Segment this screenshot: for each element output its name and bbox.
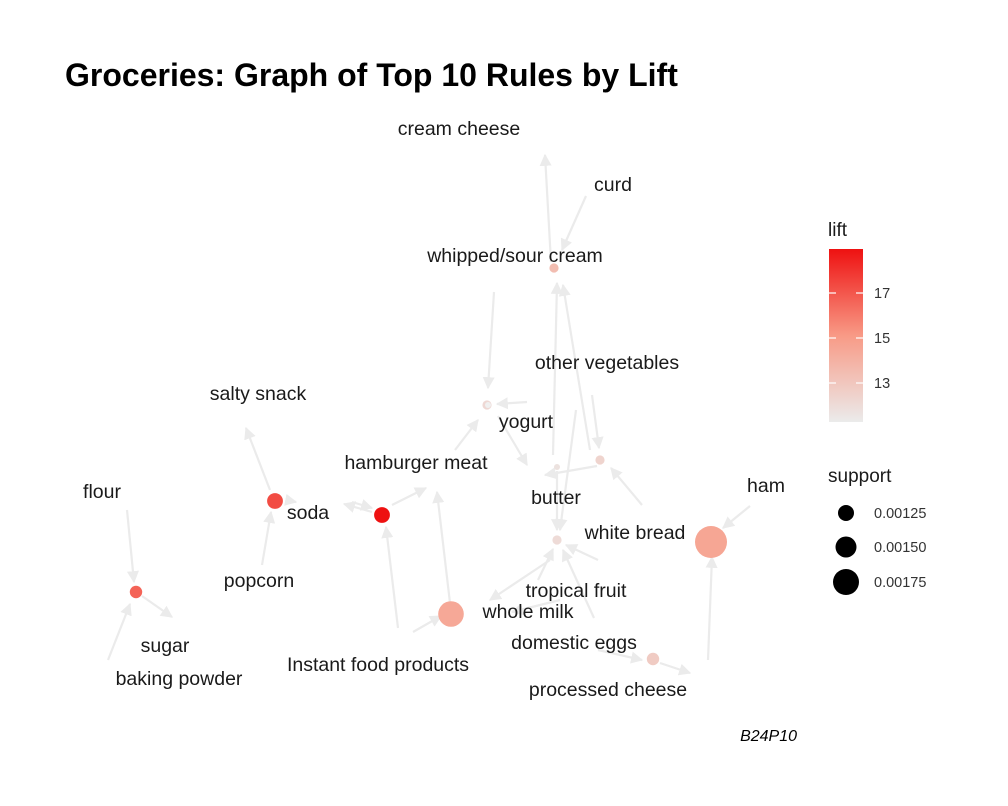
node-labels: cream cheese curd whipped/sour cream oth… [83,118,785,701]
edge [482,291,496,390]
node-label-whole-milk: whole milk [481,601,573,623]
edge [561,548,596,619]
node-label-yogurt: yogurt [499,411,554,433]
node-label-white-bread: white bread [584,522,686,544]
legend-lift: lift 17 15 13 [828,220,890,422]
page-title: Groceries: Graph of Top 10 Rules by Lift [65,57,678,93]
node-label-baking-powder: baking powder [116,668,243,690]
legend-lift-title: lift [828,220,848,241]
edge [125,509,139,584]
legend-support-tick: 0.00150 [874,540,926,556]
edge [260,510,276,566]
edge [412,615,443,633]
edge [495,397,528,410]
node-label-domestic-eggs: domestic eggs [511,632,637,654]
legend-support: support 0.00125 0.00150 0.00175 [828,466,926,595]
rule-node-r10 [695,526,727,558]
legend-lift-tick: 15 [874,331,890,347]
edge [543,464,598,480]
node-label-other-vegetables: other vegetables [535,352,679,374]
edge [106,602,132,661]
caption: B24P10 [740,728,797,745]
node-label-popcorn: popcorn [224,570,294,592]
node-label-soda: soda [287,502,329,524]
edge [550,281,563,456]
edge [564,544,599,561]
edge [497,415,528,467]
legend-lift-colorbar [829,249,863,422]
edge [597,648,644,664]
item-nodes-layer [485,402,491,408]
edge [537,547,554,581]
edge [539,153,553,263]
edge [610,467,643,506]
rule-node-r4 [552,535,562,545]
rule-nodes-layer [129,263,727,666]
node-label-sugar: sugar [141,635,190,657]
legend-support-tick: 0.00175 [874,575,926,591]
edge [244,426,272,491]
node-label-flour: flour [83,481,121,503]
edges-layer [106,153,751,676]
edge [705,555,718,661]
legend-support-title: support [828,466,892,487]
edge [351,499,374,511]
rule-node-r7 [129,585,143,599]
legend-support-tick: 0.00125 [874,506,926,522]
node-label-cream-cheese: cream cheese [398,118,520,140]
rule-node-r5 [554,464,560,470]
rule-node-r1 [549,263,559,273]
node-label-hamburger-meat: hamburger meat [344,452,488,474]
node-label-instant-food-products: Instant food products [287,654,469,676]
edge [454,419,479,451]
edge [722,505,751,529]
legend-lift-tick: 13 [874,376,890,392]
item-node-dot [485,402,491,408]
edge [560,195,588,252]
edge [432,490,452,604]
legend-lift-tick: 17 [874,286,890,302]
node-label-ham: ham [747,475,785,497]
edge [381,525,400,629]
edge [284,493,298,506]
edge [659,661,692,676]
edge [391,487,428,506]
edge [342,501,373,514]
rule-node-r8 [374,507,390,523]
node-label-butter: butter [531,487,581,509]
edge [590,394,604,450]
rule-node-r11 [646,652,660,666]
rule-node-r2 [595,455,605,465]
node-label-tropical-fruit: tropical fruit [526,580,627,602]
node-label-salty-snack: salty snack [210,383,307,405]
legend-support-dot-small [838,505,854,521]
legend-support-dot-large [833,569,859,595]
rule-node-r9 [438,601,464,627]
node-label-curd: curd [594,174,632,196]
edge [555,409,578,532]
rule-node-r6 [267,493,283,509]
edge [488,559,551,601]
edge [510,598,561,616]
legend-support-dot-medium [835,536,857,558]
node-label-whipped-sour-cream: whipped/sour cream [426,245,603,267]
node-label-processed-cheese: processed cheese [529,679,687,701]
edge [558,283,592,451]
edge [141,595,173,618]
